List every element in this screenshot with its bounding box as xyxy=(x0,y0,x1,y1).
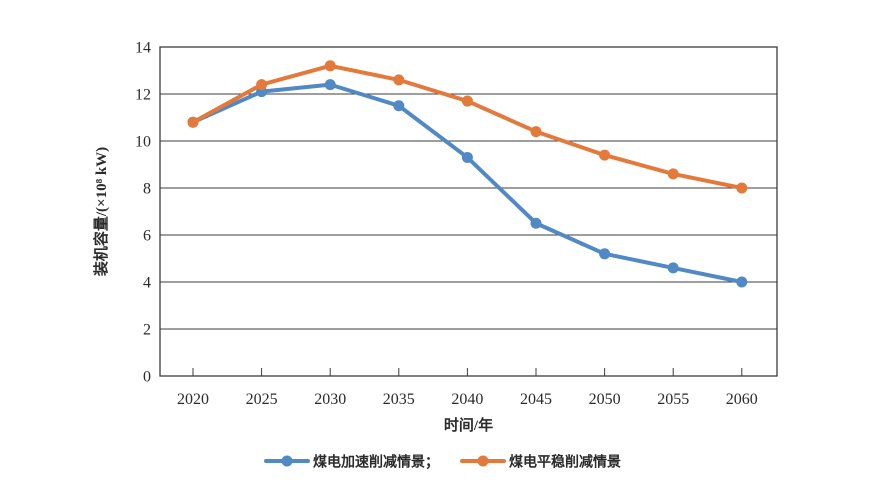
y-tick-label-0: 0 xyxy=(143,369,151,386)
x-tick-label-2040: 2040 xyxy=(451,391,483,408)
data-point-marker-s0-2030 xyxy=(324,79,336,91)
data-point-marker-s1-2025 xyxy=(256,79,268,91)
data-point-marker-s0-2035 xyxy=(393,100,405,112)
data-point-marker-s1-2050 xyxy=(599,149,611,161)
x-tick-label-2060: 2060 xyxy=(726,391,758,408)
series-line-0 xyxy=(191,82,744,284)
legend-marker-0 xyxy=(281,455,293,467)
x-tick-label-2045: 2045 xyxy=(520,391,552,408)
data-point-marker-s1-2045 xyxy=(530,126,542,138)
data-point-marker-s1-2055 xyxy=(667,168,679,180)
x-tick-label-2035: 2035 xyxy=(383,391,415,408)
data-point-marker-s0-2060 xyxy=(736,276,748,288)
y-tick-label-14: 14 xyxy=(135,40,151,57)
plot-area-border xyxy=(159,46,778,377)
legend-label-0: 煤电加速削减情景； xyxy=(313,454,439,471)
x-axis-title: 时间/年 xyxy=(444,416,493,434)
data-point-marker-s0-2040 xyxy=(461,151,473,163)
y-tick-label-6: 6 xyxy=(143,228,151,245)
y-tick-label-2: 2 xyxy=(143,322,151,339)
y-tick-label-8: 8 xyxy=(143,181,151,198)
data-point-marker-s1-2035 xyxy=(393,74,405,86)
data-point-marker-s1-2030 xyxy=(324,60,336,72)
data-point-marker-s0-2055 xyxy=(667,262,679,274)
data-point-marker-s0-2050 xyxy=(599,248,611,260)
x-tick-label-2050: 2050 xyxy=(589,391,621,408)
series-line-1 xyxy=(191,63,744,190)
legend-label-1: 煤电平稳削减情景 xyxy=(509,454,621,471)
data-point-marker-s0-2045 xyxy=(530,217,542,229)
y-axis-title: 装机容量/(×10⁸ kW) xyxy=(92,147,110,277)
x-tick-label-2030: 2030 xyxy=(314,391,346,408)
data-point-marker-s1-2040 xyxy=(461,95,473,107)
x-tick-label-2025: 2025 xyxy=(246,391,278,408)
data-point-marker-s1-2060 xyxy=(736,182,748,194)
y-tick-label-12: 12 xyxy=(135,87,151,104)
y-tick-label-4: 4 xyxy=(143,275,151,292)
x-tick-label-2055: 2055 xyxy=(657,391,689,408)
legend-marker-1 xyxy=(477,455,489,467)
x-tick-label-2020: 2020 xyxy=(177,391,209,408)
data-point-marker-s1-2020 xyxy=(187,116,199,128)
y-tick-label-10: 10 xyxy=(135,134,151,151)
